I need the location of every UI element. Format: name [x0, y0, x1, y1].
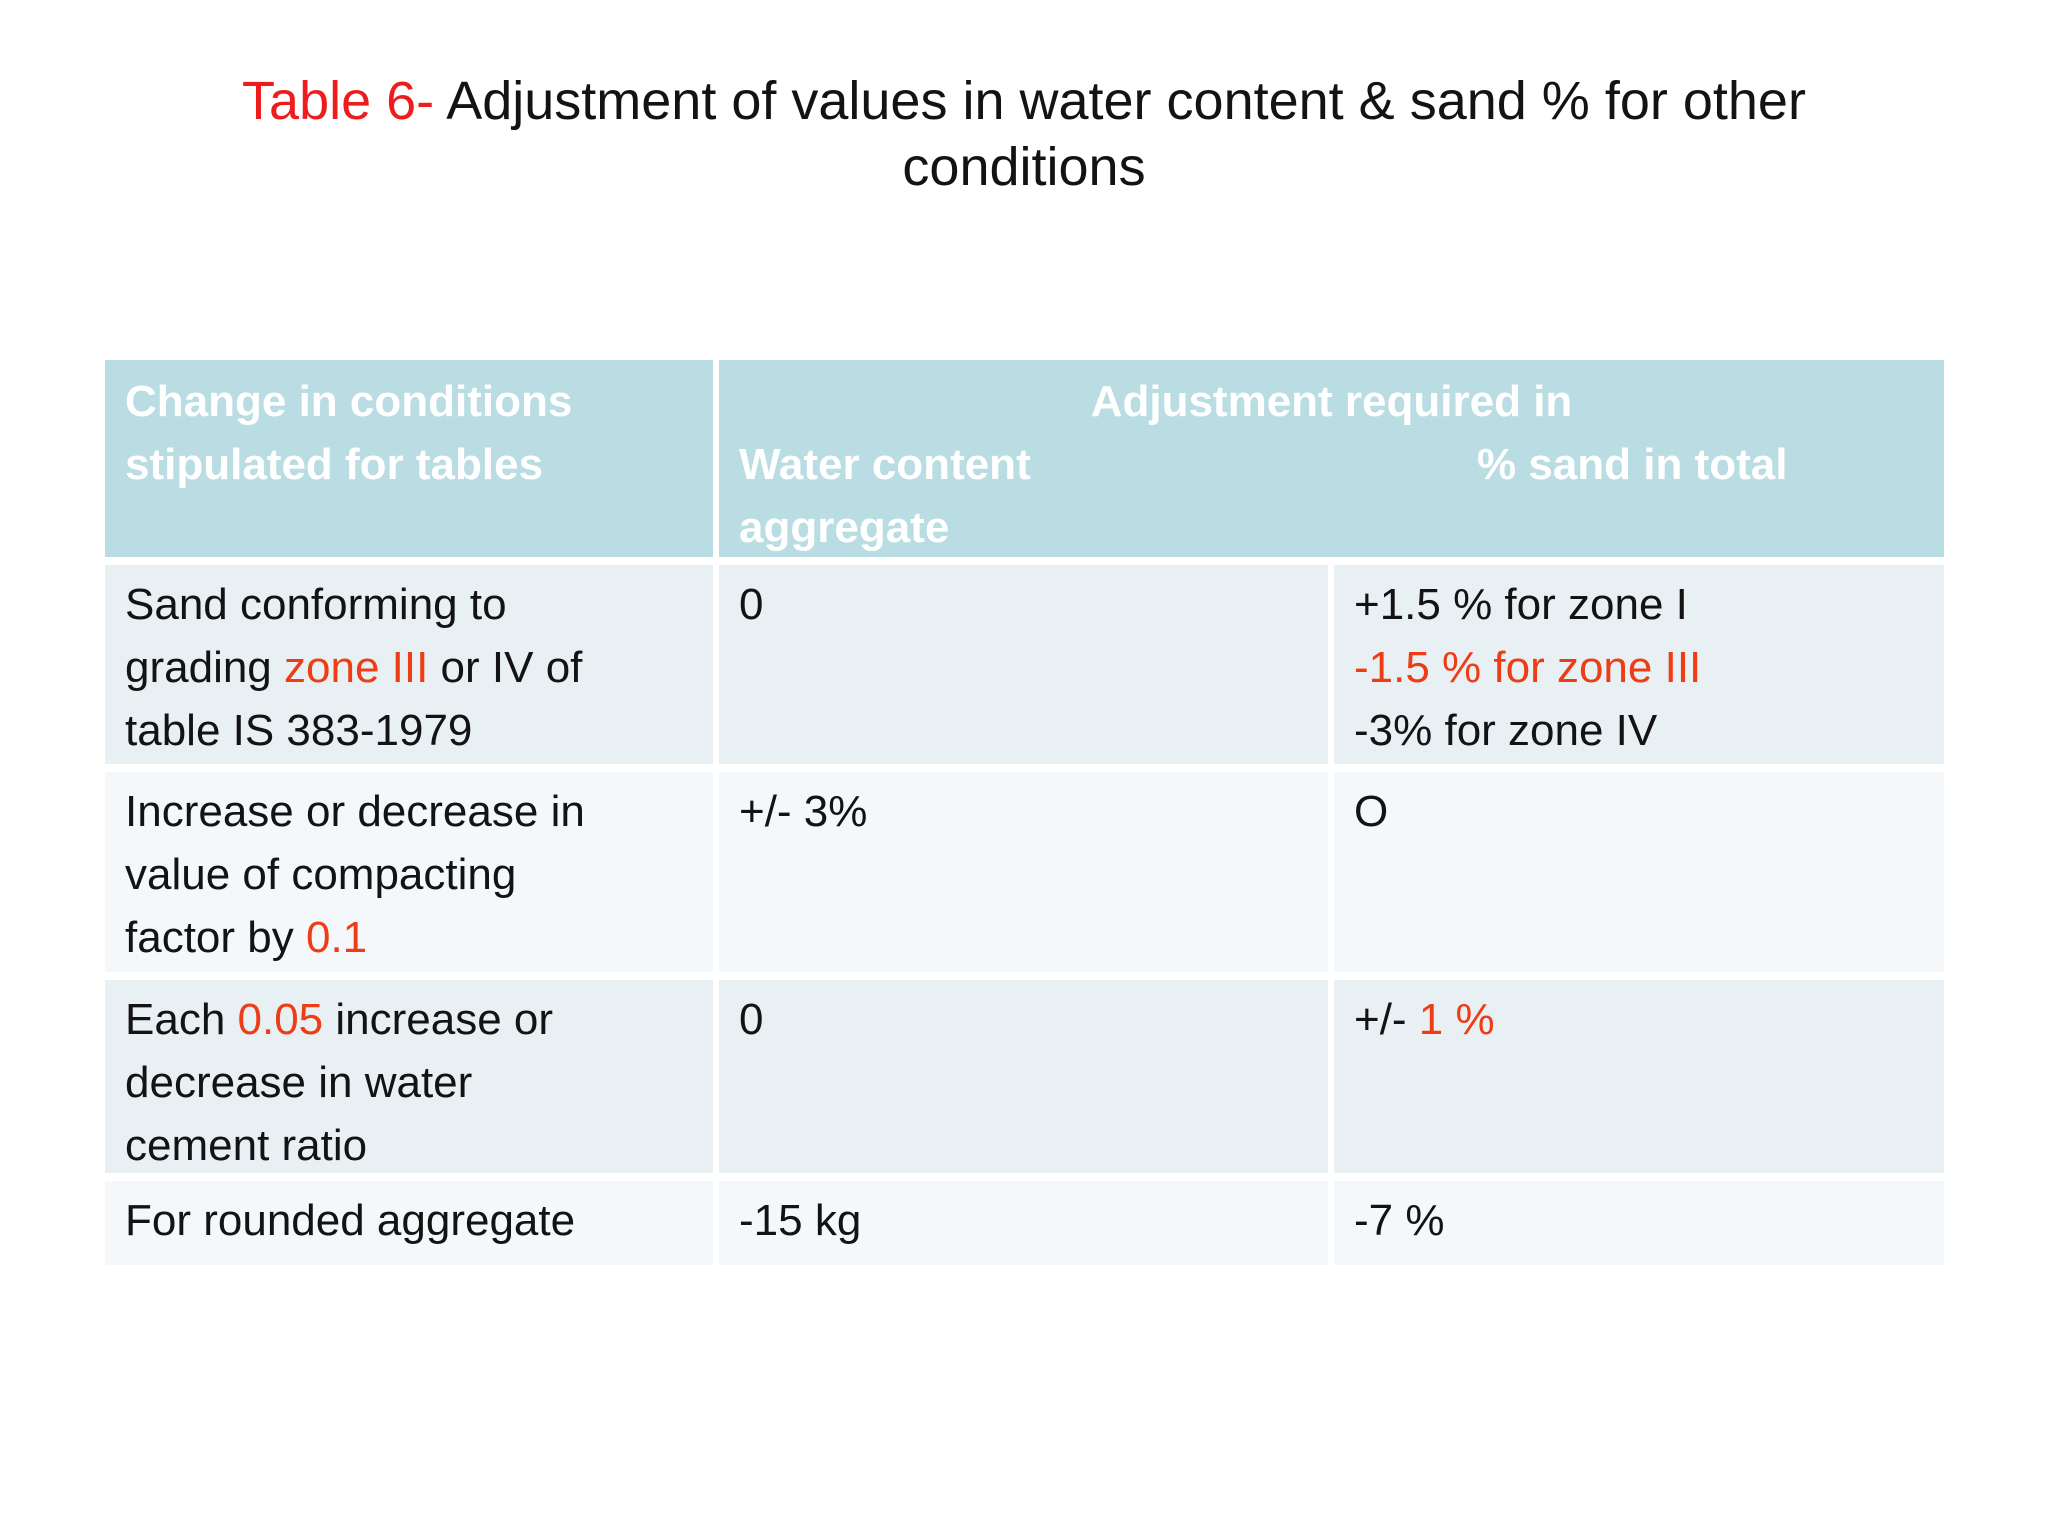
- slide-title: Table 6- Adjustment of values in water c…: [0, 68, 2048, 200]
- header-sand-in-total: % sand in total: [1477, 440, 1788, 489]
- cell-text: increase or: [323, 995, 554, 1044]
- cell-text: O: [1354, 787, 1389, 836]
- row4-condition-cell: For rounded aggregate: [105, 1181, 713, 1265]
- header-change-in-conditions: Change in conditions stipulated for tabl…: [105, 360, 713, 557]
- header-aggregate: aggregate: [739, 503, 950, 552]
- cell-text: table IS 383-1979: [125, 706, 473, 755]
- cell-text: cement ratio: [125, 1121, 368, 1170]
- cell-text: Each: [125, 995, 238, 1044]
- cell-text: Sand conforming to: [125, 580, 507, 629]
- highlighted-text: zone III: [284, 643, 429, 692]
- row1-sand-adjustment-cell: +1.5 % for zone I -1.5 % for zone III -3% …: [1334, 565, 1944, 764]
- row3-sand-adjustment-cell: +/- 1 %: [1334, 980, 1944, 1173]
- cell-text: decrease in water: [125, 1058, 473, 1107]
- title-text-line2: conditions: [902, 137, 1146, 197]
- cell-text: 0: [739, 995, 764, 1044]
- row2-water-adjustment-cell: +/- 3%: [719, 772, 1328, 972]
- cell-text: factor by: [125, 913, 306, 962]
- header-subcolumns: Water content % sand in total: [739, 433, 1924, 496]
- cell-text: +/- 3%: [739, 787, 868, 836]
- cell-text: Increase or decrease in: [125, 787, 585, 836]
- row2-sand-adjustment-cell: O: [1334, 772, 1944, 972]
- title-text-line1: Adjustment of values in water content & …: [434, 71, 1806, 131]
- header-water-content: Water content: [739, 440, 1031, 489]
- cell-text: -15 kg: [739, 1196, 862, 1245]
- row1-water-adjustment-cell: 0: [719, 565, 1328, 764]
- cell-text: or IV of: [428, 643, 583, 692]
- highlighted-text: 0.1: [305, 913, 368, 962]
- cell-text: +1.5 % for zone I: [1354, 580, 1688, 629]
- cell-text: For rounded aggregate: [125, 1196, 576, 1245]
- cell-text: -7 %: [1354, 1196, 1445, 1245]
- cell-text: -3% for zone IV: [1354, 706, 1658, 755]
- header-adjustment-title: Adjustment required in: [1090, 377, 1573, 426]
- row3-condition-cell: Each 0.05 increase or decrease in water ce…: [105, 980, 713, 1173]
- highlighted-text: 0.05: [237, 995, 324, 1044]
- adjustments-table: Change in conditions stipulated for tabl…: [105, 360, 1944, 1265]
- cell-text: value of compacting: [125, 850, 517, 899]
- row2-condition-cell: Increase or decrease in value of compacti…: [105, 772, 713, 972]
- header-adjustment-required: Adjustment required in Water content % s…: [719, 360, 1944, 557]
- title-table-number: Table 6-: [242, 71, 435, 131]
- cell-text: +/-: [1354, 995, 1419, 1044]
- row4-water-adjustment-cell: -15 kg: [719, 1181, 1328, 1265]
- cell-text: 0: [739, 580, 764, 629]
- row4-sand-adjustment-cell: -7 %: [1334, 1181, 1944, 1265]
- cell-text: grading: [125, 643, 285, 692]
- row3-water-adjustment-cell: 0: [719, 980, 1328, 1173]
- highlighted-text: 1 %: [1418, 995, 1495, 1044]
- row1-condition-cell: Sand conforming to grading zone III or IV…: [105, 565, 713, 764]
- highlighted-text: -1.5 % for zone III: [1354, 643, 1702, 692]
